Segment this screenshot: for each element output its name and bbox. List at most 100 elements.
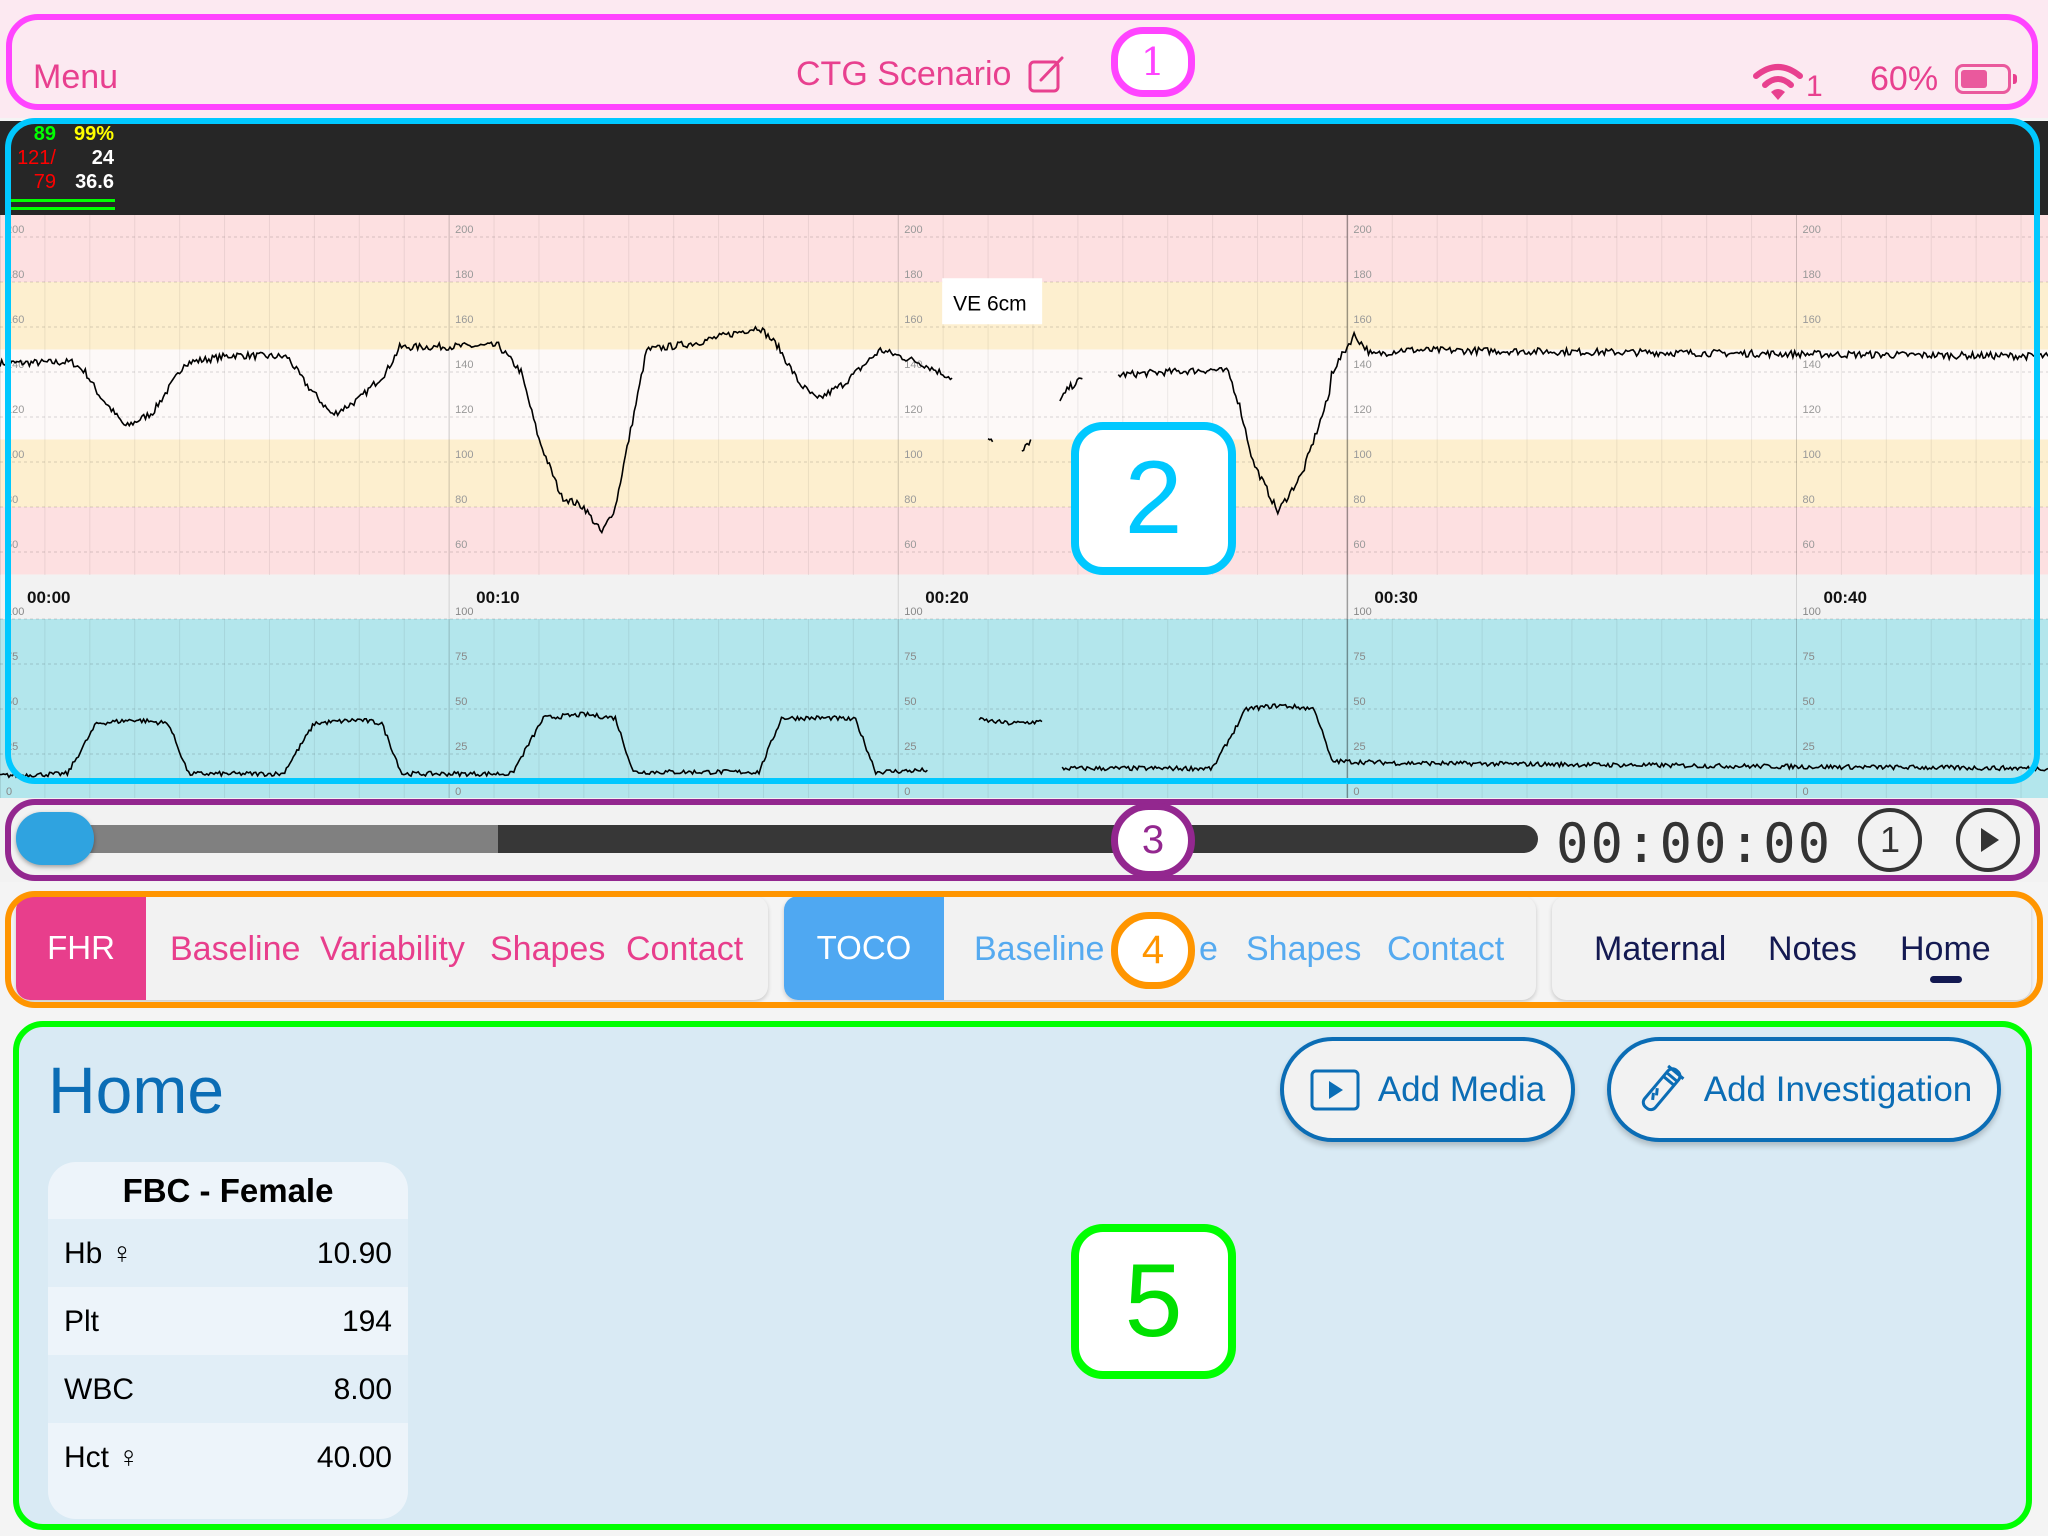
heart-rate-value: 89: [33, 123, 56, 145]
fhr-y-tick-label: 160: [455, 314, 473, 326]
fhr-band: [0, 215, 2048, 282]
fhr-y-tick-label: 160: [1802, 314, 1820, 326]
tab-toco-hidden[interactable]: e: [1199, 930, 1218, 968]
fhr-y-tick-label: 80: [1353, 494, 1365, 506]
menu-button[interactable]: Menu: [33, 58, 119, 96]
tab-fhr-variability[interactable]: Variability: [320, 930, 465, 968]
toco-y-tick-label: 0: [1353, 786, 1359, 798]
scenario-title: CTG Scenario: [796, 54, 1012, 93]
fhr-y-tick-label: 200: [6, 224, 24, 236]
battery-level: [1961, 70, 1988, 88]
fhr-y-tick-label: 80: [455, 494, 467, 506]
fhr-y-tick-label: 140: [1353, 359, 1371, 371]
fhr-tab-group: FHR Baseline Variability Shapes Contact: [16, 896, 768, 1000]
add-media-label: Add Media: [1377, 1069, 1546, 1109]
fhr-y-tick-label: 100: [1353, 449, 1371, 461]
timeline-slider-thumb[interactable]: [16, 812, 94, 865]
fhr-y-tick-label: 100: [1802, 449, 1820, 461]
table-row: Hct ♀ 40.00: [48, 1423, 408, 1491]
page-title: Home: [48, 1053, 225, 1127]
toco-y-tick-label: 50: [904, 696, 916, 708]
annotation-label: VE 6cm: [953, 292, 1027, 315]
fhr-y-tick-label: 100: [904, 449, 922, 461]
toco-y-tick-label: 25: [455, 741, 467, 753]
toco-y-tick-label: 100: [1353, 606, 1371, 618]
fhr-trace: [1021, 439, 1032, 452]
toco-label: TOCO: [784, 896, 944, 1000]
fbc-card-title: FBC - Female: [122, 1172, 334, 1209]
fhr-y-tick-label: 140: [904, 359, 922, 371]
fhr-band: [0, 349, 2048, 440]
tab-toco-shapes[interactable]: Shapes: [1246, 930, 1362, 968]
fhr-y-tick-label: 160: [1353, 314, 1371, 326]
fhr-y-tick-label: 100: [455, 449, 473, 461]
table-row: Plt 194: [48, 1287, 408, 1355]
battery-icon: [1955, 64, 2011, 94]
toco-y-tick-label: 25: [1353, 741, 1365, 753]
fhr-y-tick-label: 200: [904, 224, 922, 236]
callout-badge-2: 2: [1071, 422, 1236, 575]
add-media-button[interactable]: Add Media: [1280, 1037, 1575, 1142]
female-icon: ♀: [117, 1441, 140, 1474]
fhr-y-tick-label: 120: [1353, 404, 1371, 416]
playback-speed-button[interactable]: 1: [1858, 808, 1922, 872]
fbc-card: FBC - Female Hb ♀ 10.90 Plt 194 WBC 8.00 Hc…: [48, 1162, 408, 1519]
toco-trace: [978, 716, 1043, 726]
ctg-chart[interactable]: 00:006080100120140160180200025507510000:…: [0, 215, 2048, 800]
temperature-value: 36.6: [75, 171, 114, 193]
fhr-y-tick-label: 200: [455, 224, 473, 236]
fhr-y-tick-label: 60: [6, 539, 18, 551]
tab-home[interactable]: Home: [1900, 930, 1991, 968]
callout-badge-3: 3: [1111, 803, 1195, 878]
bp-diastolic-value: 79: [33, 171, 56, 193]
annotation-box: [942, 278, 1043, 325]
fhr-y-tick-label: 180: [1802, 269, 1820, 281]
table-row: Hb ♀ 10.90: [48, 1219, 408, 1287]
time-tick-label: 00:20: [925, 588, 968, 607]
toco-y-tick-label: 0: [1802, 786, 1808, 798]
toco-y-tick-label: 100: [6, 606, 24, 618]
fhr-y-tick-label: 60: [455, 539, 467, 551]
spo2-value: 99%: [73, 123, 114, 145]
callout-badge-5: 5: [1071, 1224, 1236, 1379]
speed-label: 1: [1879, 819, 1901, 860]
toco-y-tick-label: 50: [1802, 696, 1814, 708]
add-investigation-label: Add Investigation: [1703, 1069, 1973, 1109]
fhr-y-tick-label: 120: [455, 404, 473, 416]
play-icon: [1981, 828, 1999, 852]
fhr-y-tick-label: 180: [904, 269, 922, 281]
fhr-trace: [987, 438, 994, 443]
edit-icon: [1028, 56, 1064, 93]
add-investigation-button[interactable]: Add Investigation: [1607, 1037, 2001, 1142]
resp-rate-value: 24: [91, 147, 114, 169]
fhr-y-tick-label: 60: [1802, 539, 1814, 551]
bp-systolic-value: 121/: [17, 147, 56, 169]
scenario-title-button[interactable]: CTG Scenario: [796, 54, 1067, 94]
toco-y-tick-label: 50: [6, 696, 18, 708]
play-button[interactable]: [1956, 808, 2020, 872]
toco-trace: [1061, 703, 2048, 773]
tab-notes[interactable]: Notes: [1768, 930, 1857, 968]
tab-maternal[interactable]: Maternal: [1594, 930, 1727, 968]
signal-line: [10, 207, 115, 210]
row-value: 10.90: [316, 1237, 392, 1270]
toco-y-tick-label: 100: [455, 606, 473, 618]
tab-fhr-contact[interactable]: Contact: [626, 930, 744, 968]
fhr-y-tick-label: 80: [6, 494, 18, 506]
row-label: Plt: [64, 1305, 100, 1338]
row-value: 40.00: [316, 1441, 392, 1474]
fhr-band: [0, 507, 2048, 575]
toco-background: [0, 619, 2048, 800]
nav-tab-group: Maternal Notes Home: [1552, 896, 2031, 1000]
toco-y-tick-label: 50: [1353, 696, 1365, 708]
tab-toco-contact[interactable]: Contact: [1387, 930, 1505, 968]
toco-y-tick-label: 75: [6, 651, 18, 663]
tab-fhr-shapes[interactable]: Shapes: [490, 930, 606, 968]
fhr-y-tick-label: 140: [1802, 359, 1820, 371]
fhr-y-tick-label: 180: [1353, 269, 1371, 281]
toco-y-tick-label: 0: [904, 786, 910, 798]
time-axis-strip: [0, 575, 2048, 620]
toco-y-tick-label: 75: [904, 651, 916, 663]
tab-toco-baseline[interactable]: Baseline: [974, 930, 1105, 968]
tab-fhr-baseline[interactable]: Baseline: [170, 930, 301, 968]
